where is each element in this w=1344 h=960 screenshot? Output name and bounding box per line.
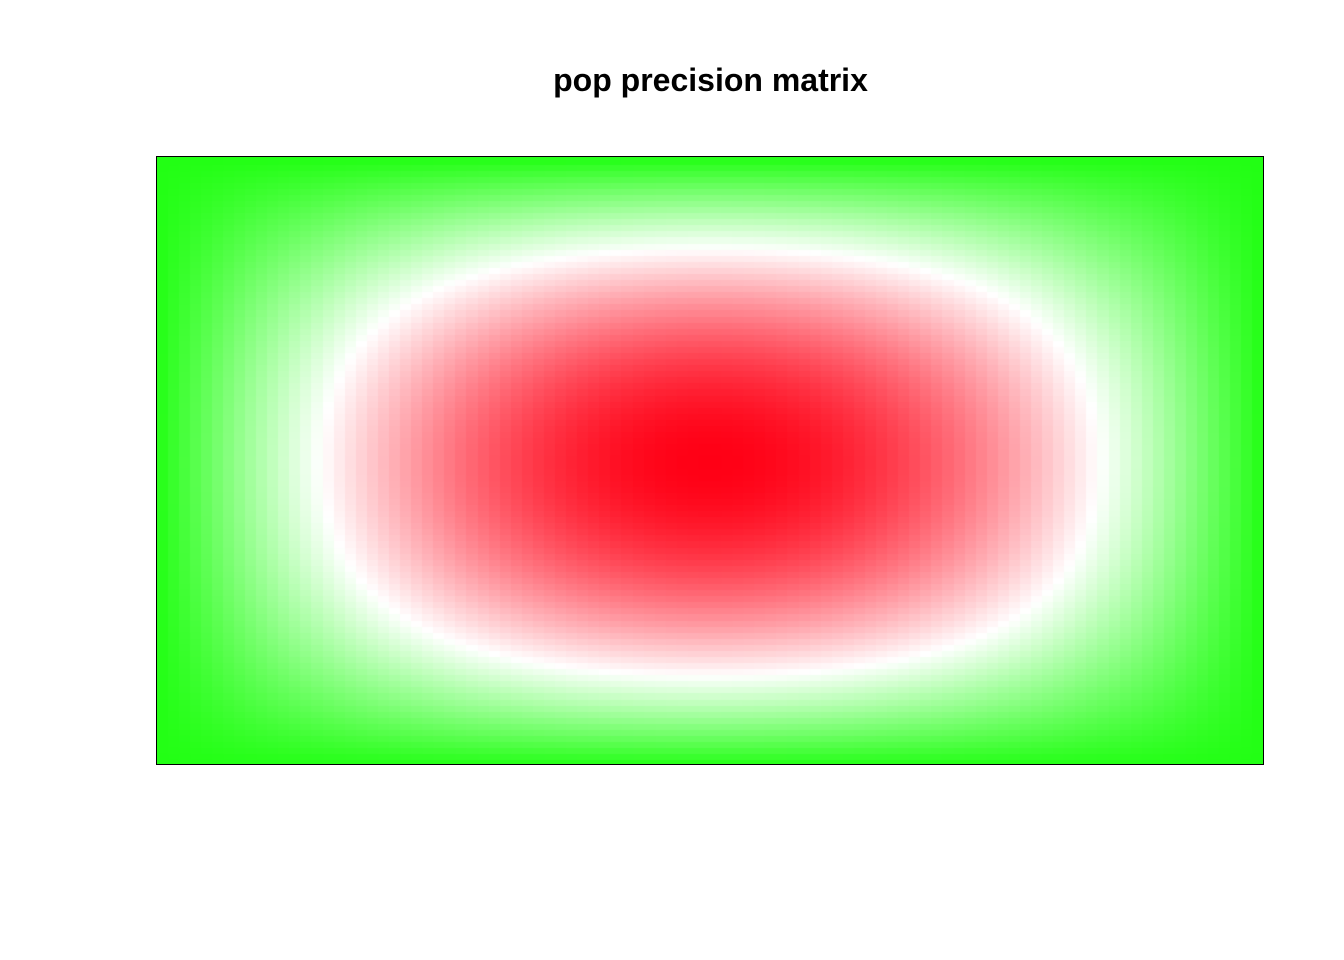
heatmap-cells [157,157,1264,765]
chart-title: pop precision matrix [553,62,868,98]
